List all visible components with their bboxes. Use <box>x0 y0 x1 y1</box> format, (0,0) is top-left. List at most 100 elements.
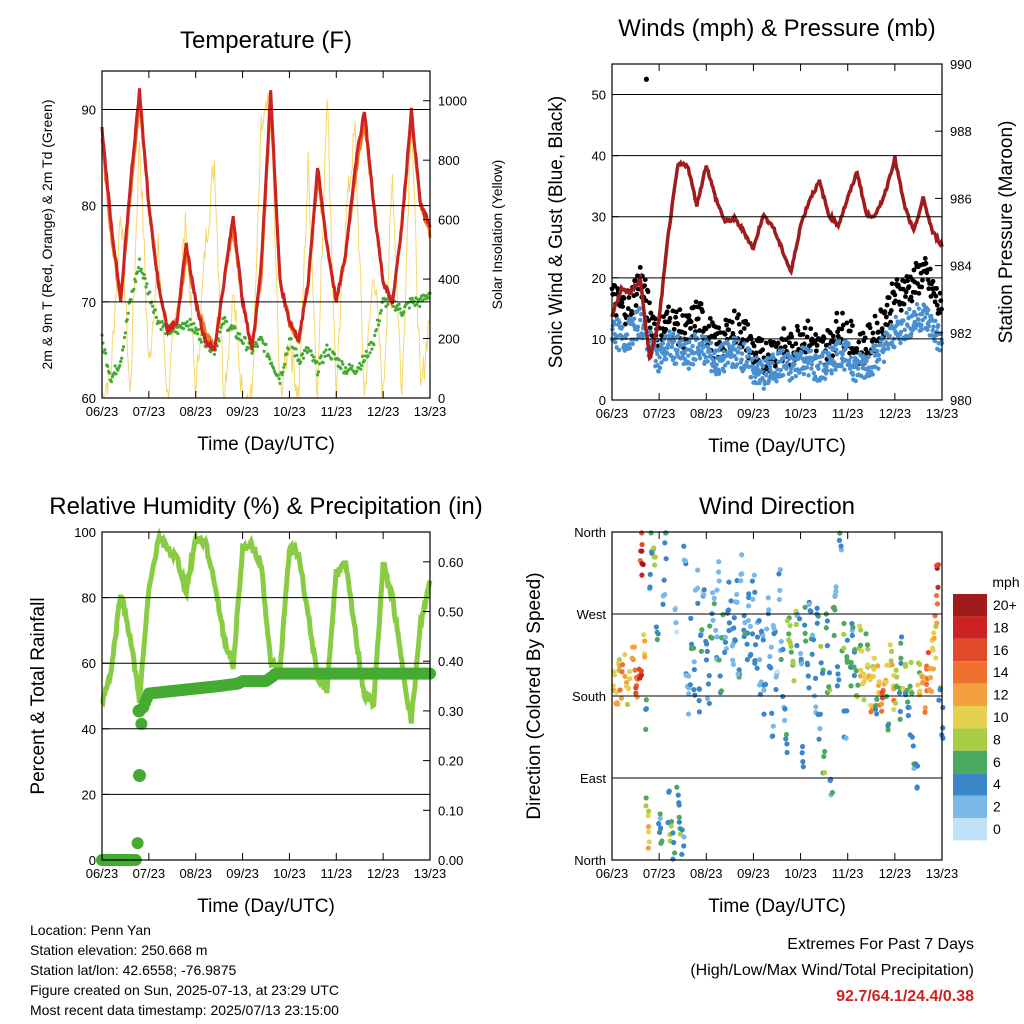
wind-point <box>816 366 821 371</box>
direction-point <box>764 626 770 632</box>
dewpoint-point <box>316 370 321 374</box>
dewpoint-point <box>355 369 359 373</box>
direction-point <box>787 639 793 646</box>
direction-point <box>902 662 909 668</box>
gust-point <box>813 332 819 337</box>
x-tick-label: 08/23 <box>179 866 212 881</box>
y-tick-label: 60 <box>82 391 96 406</box>
gust-point <box>673 309 679 315</box>
wind-point <box>612 321 617 327</box>
wind-point <box>827 344 832 350</box>
gust-point <box>745 322 751 327</box>
dewpoint-point <box>368 351 372 355</box>
y2-tick-label: 982 <box>950 326 972 341</box>
wind-point <box>700 340 705 345</box>
x-tick-label: 11/23 <box>320 404 352 419</box>
direction-point <box>915 682 921 688</box>
wind-point <box>822 376 828 381</box>
gust-point <box>634 291 640 297</box>
dewpoint-point <box>192 321 196 326</box>
dewpoint-point <box>223 316 227 320</box>
plot-frame <box>101 70 431 399</box>
info-recent: Most recent data timestamp: 2025/07/13 2… <box>30 1002 339 1018</box>
direction-point <box>731 625 737 631</box>
wind-point <box>886 346 891 351</box>
direction-point <box>618 695 625 701</box>
wind-point <box>913 312 919 318</box>
dewpoint-point <box>278 381 282 385</box>
direction-point <box>718 635 725 641</box>
wind-point <box>834 347 839 352</box>
x-tick-label: 11/23 <box>832 406 864 421</box>
wind-point <box>937 348 942 353</box>
gust-point <box>695 316 701 322</box>
dewpoint-point <box>148 290 152 294</box>
direction-point <box>619 669 625 675</box>
dewpoint-point <box>181 327 186 331</box>
dewpoint-point <box>418 304 422 309</box>
direction-point <box>765 595 771 601</box>
direction-point <box>629 655 635 661</box>
direction-point <box>749 578 756 584</box>
direction-point <box>790 658 796 664</box>
dewpoint-point <box>384 304 388 309</box>
wind-point <box>648 329 653 335</box>
wind-point <box>717 369 722 374</box>
direction-point <box>695 567 701 573</box>
gust-point <box>801 341 807 347</box>
wind-point <box>722 363 728 368</box>
direction-point <box>808 608 814 615</box>
gust-point <box>671 326 677 332</box>
wind-point <box>765 355 770 361</box>
direction-point <box>798 656 804 662</box>
gust-point <box>793 341 799 347</box>
direction-point <box>666 789 672 795</box>
direction-point <box>747 623 753 629</box>
gust-point <box>934 302 940 308</box>
direction-point <box>674 629 680 635</box>
direction-point <box>691 686 697 693</box>
direction-point <box>940 704 946 711</box>
y-tick-label: 50 <box>592 88 606 103</box>
wind-point <box>877 357 882 362</box>
direction-point <box>681 543 687 549</box>
dewpoint-point <box>219 325 223 329</box>
wind-point <box>693 357 698 362</box>
direction-point <box>913 761 919 767</box>
direction-point <box>810 637 817 643</box>
wind-point <box>770 360 775 366</box>
gust-point <box>759 337 765 343</box>
direction-point <box>816 736 822 742</box>
direction-point <box>645 845 651 851</box>
wind-point <box>690 362 696 367</box>
wind-point <box>924 311 930 316</box>
gust-point <box>693 299 699 305</box>
gust-point <box>647 300 652 306</box>
gust-point <box>882 309 888 315</box>
dewpoint-point <box>426 296 430 300</box>
colorbar-swatch <box>953 594 987 617</box>
direction-point <box>814 620 820 626</box>
gust-point <box>652 321 657 327</box>
direction-point <box>675 792 681 798</box>
direction-point <box>799 750 805 756</box>
wind-point <box>746 353 751 359</box>
wind-point <box>659 360 664 365</box>
wind-point <box>732 347 738 352</box>
wind-point <box>926 307 931 313</box>
gust-point <box>787 340 792 346</box>
direction-point <box>897 716 903 722</box>
dewpoint-point <box>120 356 124 360</box>
wind-point <box>905 323 910 328</box>
wind-point <box>620 324 625 329</box>
dewpoint-point <box>294 347 298 351</box>
extremes-title: Extremes For Past 7 Days <box>787 936 974 953</box>
wind-point <box>665 345 670 351</box>
dewpoint-point <box>212 352 217 356</box>
direction-point <box>836 677 842 683</box>
gust-point <box>840 322 846 328</box>
y2-tick-label: 200 <box>438 332 460 347</box>
y-axis-label: Direction (Colored By Speed) <box>524 572 545 819</box>
wind-point <box>840 352 845 357</box>
direction-point <box>746 594 752 601</box>
